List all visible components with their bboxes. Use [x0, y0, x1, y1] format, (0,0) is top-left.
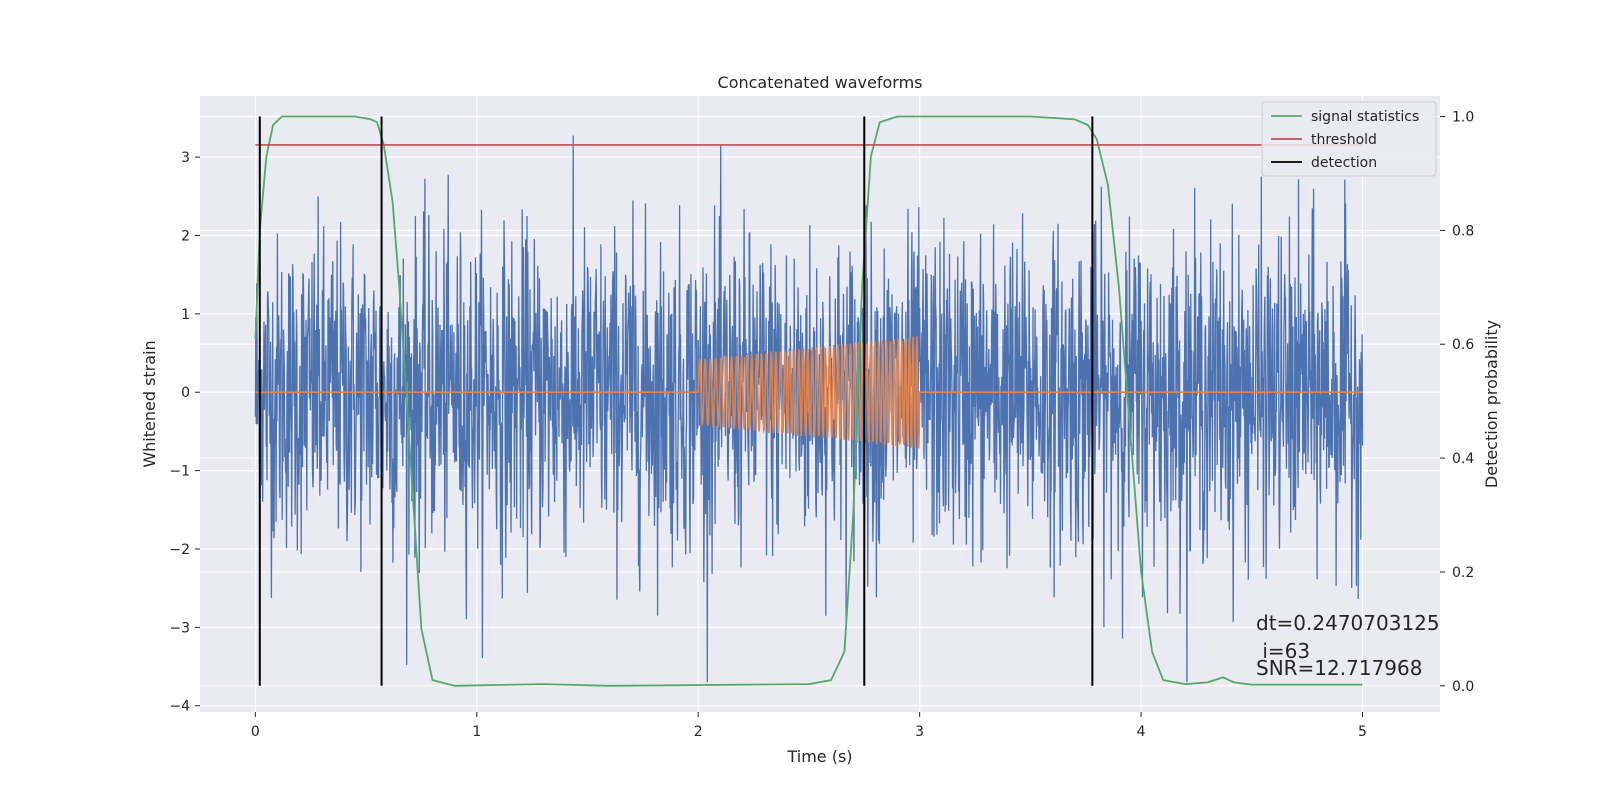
x-tick-label: 1 [472, 724, 481, 740]
y2-tick-label: 0.2 [1452, 565, 1474, 581]
x-tick-label: 4 [1137, 724, 1146, 740]
annotation-i: i=63 [1256, 639, 1310, 663]
y-tick-label: 1 [181, 307, 190, 323]
y-tick-label: −4 [169, 699, 190, 715]
y-tick-label: −3 [169, 620, 190, 636]
y-tick-label: −1 [169, 464, 190, 480]
x-tick-label: 0 [251, 724, 260, 740]
x-axis-label: Time (s) [786, 747, 852, 766]
legend-label-threshold: threshold [1311, 132, 1377, 148]
x-tick-label: 2 [694, 724, 703, 740]
y2-tick-label: 0.8 [1452, 223, 1474, 239]
series-injected-chirp [255, 336, 1363, 449]
y2-tick-label: 0.4 [1452, 451, 1474, 467]
y-axis-label: Whitened strain [140, 340, 159, 467]
annotation-dt: dt=0.2470703125 [1256, 611, 1440, 635]
x-tick-label: 5 [1358, 724, 1367, 740]
legend-frame [1261, 101, 1437, 177]
annotation-snr: SNR=12.717968 [1256, 656, 1422, 680]
chart-title: Concatenated waveforms [718, 73, 923, 92]
y-tick-label: 3 [181, 150, 190, 166]
y2-tick-label: 0.0 [1452, 679, 1474, 695]
y-tick-label: 0 [181, 385, 190, 401]
legend: signal statistics threshold detection [1261, 101, 1437, 177]
legend-label-signal-statistics: signal statistics [1311, 109, 1419, 125]
series-layer [254, 115, 1364, 687]
ticks-layer: 0 1 2 3 4 5 −4 −3 −2 −1 0 1 2 3 0.0 0.2 0.4 0.6 0.8 1.0 [169, 109, 1474, 740]
series-signal-statistics [254, 115, 1363, 687]
y2-axis-label: Detection probability [1482, 320, 1501, 488]
x-tick-label: 3 [915, 724, 924, 740]
y2-tick-label: 0.6 [1452, 337, 1474, 353]
y-tick-label: 2 [181, 229, 190, 245]
y-tick-label: −2 [169, 542, 190, 558]
legend-label-detection: detection [1311, 155, 1377, 171]
y2-tick-label: 1.0 [1452, 109, 1474, 125]
